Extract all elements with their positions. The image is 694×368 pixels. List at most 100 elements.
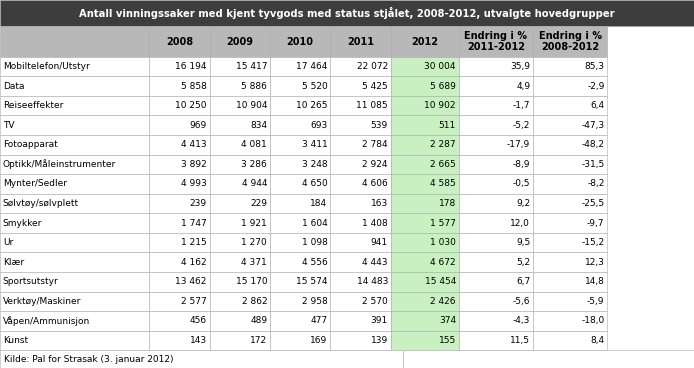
- Bar: [210, 291, 270, 311]
- Bar: [149, 174, 210, 194]
- Text: 1 215: 1 215: [181, 238, 207, 247]
- Text: 17 464: 17 464: [296, 62, 328, 71]
- Text: 12,3: 12,3: [584, 258, 604, 267]
- Text: 178: 178: [439, 199, 456, 208]
- Bar: [270, 252, 330, 272]
- Text: 85,3: 85,3: [584, 62, 604, 71]
- Text: 2012: 2012: [412, 36, 438, 47]
- Text: 4 650: 4 650: [302, 180, 328, 188]
- Text: 5 425: 5 425: [362, 82, 388, 91]
- Bar: [0, 57, 149, 76]
- Text: 30 004: 30 004: [425, 62, 456, 71]
- Text: -17,9: -17,9: [507, 140, 530, 149]
- Bar: [270, 174, 330, 194]
- Text: 2010: 2010: [287, 36, 314, 47]
- Bar: [533, 174, 607, 194]
- Bar: [459, 135, 533, 155]
- Text: 3 892: 3 892: [181, 160, 207, 169]
- Bar: [0, 26, 149, 57]
- Text: -25,5: -25,5: [582, 199, 604, 208]
- Bar: [210, 76, 270, 96]
- Bar: [330, 272, 391, 291]
- Text: 5 886: 5 886: [242, 82, 267, 91]
- Bar: [210, 233, 270, 252]
- Text: 2 665: 2 665: [430, 160, 456, 169]
- Bar: [391, 291, 459, 311]
- Bar: [0, 213, 149, 233]
- Bar: [391, 57, 459, 76]
- Bar: [149, 76, 210, 96]
- Text: 11,5: 11,5: [510, 336, 530, 345]
- Bar: [459, 26, 533, 57]
- Bar: [459, 291, 533, 311]
- Text: 4 371: 4 371: [242, 258, 267, 267]
- Text: Våpen/Ammunisjon: Våpen/Ammunisjon: [3, 316, 90, 326]
- Bar: [270, 213, 330, 233]
- Bar: [533, 291, 607, 311]
- Bar: [533, 76, 607, 96]
- Bar: [533, 233, 607, 252]
- Text: 2 924: 2 924: [362, 160, 388, 169]
- Text: 3 411: 3 411: [302, 140, 328, 149]
- Text: -5,2: -5,2: [513, 121, 530, 130]
- Text: 1 604: 1 604: [302, 219, 328, 227]
- Text: 1 408: 1 408: [362, 219, 388, 227]
- Text: -5,9: -5,9: [587, 297, 604, 306]
- Text: Sølvtøy/sølvplett: Sølvtøy/sølvplett: [3, 199, 79, 208]
- Text: 4 556: 4 556: [302, 258, 328, 267]
- Text: 16 194: 16 194: [176, 62, 207, 71]
- Text: 4 162: 4 162: [181, 258, 207, 267]
- Bar: [391, 272, 459, 291]
- Text: 969: 969: [189, 121, 207, 130]
- Bar: [330, 96, 391, 116]
- Bar: [391, 155, 459, 174]
- Text: Data: Data: [3, 82, 24, 91]
- Bar: [149, 194, 210, 213]
- Text: Kilde: Pal for Strasak (3. januar 2012): Kilde: Pal for Strasak (3. januar 2012): [4, 355, 173, 364]
- Text: 2 570: 2 570: [362, 297, 388, 306]
- Bar: [149, 96, 210, 116]
- Bar: [391, 311, 459, 331]
- Bar: [330, 194, 391, 213]
- Text: 4 944: 4 944: [242, 180, 267, 188]
- Bar: [391, 252, 459, 272]
- Bar: [330, 252, 391, 272]
- Text: 15 417: 15 417: [236, 62, 267, 71]
- Text: -8,2: -8,2: [587, 180, 604, 188]
- Text: 2008: 2008: [166, 36, 193, 47]
- Bar: [0, 155, 149, 174]
- Text: -47,3: -47,3: [582, 121, 604, 130]
- Bar: [533, 331, 607, 350]
- Bar: [149, 252, 210, 272]
- Text: 15 574: 15 574: [296, 277, 328, 286]
- Text: Klær: Klær: [3, 258, 24, 267]
- Text: 11 085: 11 085: [356, 101, 388, 110]
- Bar: [330, 311, 391, 331]
- Bar: [149, 233, 210, 252]
- Text: 539: 539: [371, 121, 388, 130]
- Text: -5,6: -5,6: [513, 297, 530, 306]
- Text: 3 248: 3 248: [302, 160, 328, 169]
- Bar: [270, 76, 330, 96]
- Text: 239: 239: [189, 199, 207, 208]
- Text: 2011: 2011: [347, 36, 374, 47]
- Text: 10 250: 10 250: [176, 101, 207, 110]
- Bar: [533, 96, 607, 116]
- Bar: [270, 233, 330, 252]
- Bar: [533, 272, 607, 291]
- Text: 4 413: 4 413: [181, 140, 207, 149]
- Bar: [533, 311, 607, 331]
- Text: 4 081: 4 081: [242, 140, 267, 149]
- Text: Verktøy/Maskiner: Verktøy/Maskiner: [3, 297, 81, 306]
- Bar: [149, 213, 210, 233]
- Text: 1 270: 1 270: [242, 238, 267, 247]
- Bar: [270, 57, 330, 76]
- Bar: [459, 76, 533, 96]
- Bar: [0, 0, 694, 26]
- Text: 1 577: 1 577: [430, 219, 456, 227]
- Text: -18,0: -18,0: [581, 316, 604, 325]
- Bar: [459, 116, 533, 135]
- Text: Ur: Ur: [3, 238, 13, 247]
- Text: 5 689: 5 689: [430, 82, 456, 91]
- Text: 10 265: 10 265: [296, 101, 328, 110]
